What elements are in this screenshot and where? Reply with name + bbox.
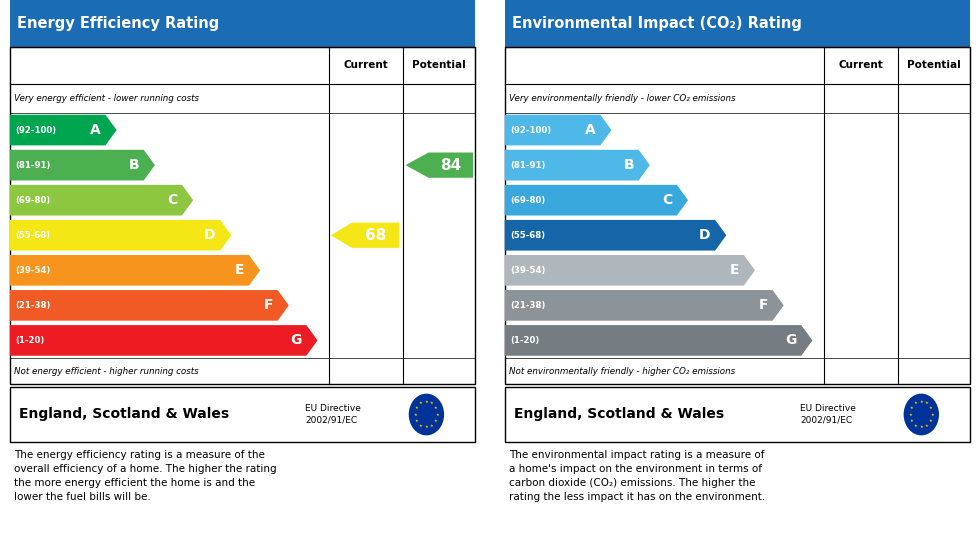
Text: ★: ★ bbox=[925, 424, 929, 428]
Circle shape bbox=[904, 394, 939, 435]
Text: A: A bbox=[90, 123, 101, 137]
Bar bbox=[505, 387, 970, 442]
Bar bbox=[505, 0, 970, 47]
Text: (21-38): (21-38) bbox=[16, 301, 51, 310]
Text: ★: ★ bbox=[919, 400, 923, 404]
Text: ★: ★ bbox=[419, 401, 422, 405]
Text: (69-80): (69-80) bbox=[511, 195, 546, 205]
Text: ★: ★ bbox=[925, 401, 929, 405]
Bar bbox=[505, 47, 970, 384]
Text: ★: ★ bbox=[914, 401, 917, 405]
Text: ★: ★ bbox=[914, 424, 917, 428]
Text: Very energy efficient - lower running costs: Very energy efficient - lower running co… bbox=[15, 94, 200, 103]
Text: EU Directive
2002/91/EC: EU Directive 2002/91/EC bbox=[306, 405, 362, 424]
Text: The energy efficiency rating is a measure of the
overall efficiency of a home. T: The energy efficiency rating is a measur… bbox=[15, 450, 277, 502]
Text: ★: ★ bbox=[435, 412, 439, 417]
Bar bbox=[10, 0, 475, 47]
Text: ★: ★ bbox=[414, 412, 417, 417]
Text: Current: Current bbox=[344, 60, 388, 70]
Text: (92-100): (92-100) bbox=[511, 126, 552, 135]
Bar bbox=[10, 387, 475, 442]
Text: ★: ★ bbox=[434, 419, 438, 423]
Text: (55-68): (55-68) bbox=[511, 231, 546, 240]
Text: ★: ★ bbox=[910, 419, 913, 423]
Text: E: E bbox=[730, 264, 739, 277]
Text: (39-54): (39-54) bbox=[511, 266, 546, 275]
Polygon shape bbox=[10, 290, 289, 321]
Bar bbox=[10, 47, 475, 384]
Text: ★: ★ bbox=[434, 406, 438, 410]
Text: ★: ★ bbox=[419, 424, 422, 428]
Polygon shape bbox=[505, 290, 784, 321]
Text: (81-91): (81-91) bbox=[511, 161, 546, 170]
Text: ★: ★ bbox=[929, 419, 933, 423]
Text: Energy Efficiency Rating: Energy Efficiency Rating bbox=[17, 16, 220, 31]
Bar bbox=[10, 47, 475, 84]
Polygon shape bbox=[505, 150, 650, 181]
Text: (1-20): (1-20) bbox=[511, 336, 540, 345]
Text: Not environmentally friendly - higher CO₂ emissions: Not environmentally friendly - higher CO… bbox=[510, 367, 735, 376]
Polygon shape bbox=[331, 223, 400, 248]
Circle shape bbox=[409, 394, 444, 435]
Text: England, Scotland & Wales: England, Scotland & Wales bbox=[19, 407, 229, 422]
Text: ★: ★ bbox=[430, 424, 434, 428]
Text: ★: ★ bbox=[424, 400, 428, 404]
Text: 84: 84 bbox=[440, 158, 462, 172]
Text: (69-80): (69-80) bbox=[16, 195, 51, 205]
Text: (21-38): (21-38) bbox=[511, 301, 546, 310]
Polygon shape bbox=[505, 220, 726, 250]
Text: B: B bbox=[128, 158, 139, 172]
Polygon shape bbox=[10, 325, 318, 356]
Text: ★: ★ bbox=[424, 425, 428, 429]
Text: C: C bbox=[662, 193, 672, 207]
Text: The environmental impact rating is a measure of
a home's impact on the environme: The environmental impact rating is a mea… bbox=[510, 450, 765, 502]
Polygon shape bbox=[505, 115, 612, 145]
Text: F: F bbox=[264, 298, 273, 312]
Text: (81-91): (81-91) bbox=[16, 161, 51, 170]
Text: Potential: Potential bbox=[907, 60, 961, 70]
Polygon shape bbox=[10, 115, 117, 145]
Text: D: D bbox=[204, 228, 216, 242]
Polygon shape bbox=[505, 255, 755, 285]
Polygon shape bbox=[10, 185, 193, 216]
Text: ★: ★ bbox=[416, 419, 418, 423]
Polygon shape bbox=[406, 153, 473, 178]
Polygon shape bbox=[10, 150, 155, 181]
Text: ★: ★ bbox=[910, 406, 913, 410]
Text: C: C bbox=[167, 193, 177, 207]
Text: A: A bbox=[585, 123, 596, 137]
Text: F: F bbox=[759, 298, 768, 312]
Text: G: G bbox=[785, 333, 797, 348]
Text: ★: ★ bbox=[919, 425, 923, 429]
Text: England, Scotland & Wales: England, Scotland & Wales bbox=[514, 407, 724, 422]
Text: (1-20): (1-20) bbox=[16, 336, 45, 345]
Text: Environmental Impact (CO₂) Rating: Environmental Impact (CO₂) Rating bbox=[512, 16, 802, 31]
Text: E: E bbox=[235, 264, 244, 277]
Text: (39-54): (39-54) bbox=[16, 266, 51, 275]
Bar bbox=[505, 47, 970, 84]
Text: Potential: Potential bbox=[413, 60, 466, 70]
Text: ★: ★ bbox=[430, 401, 434, 405]
Text: Current: Current bbox=[839, 60, 883, 70]
Text: ★: ★ bbox=[929, 406, 933, 410]
Text: (92-100): (92-100) bbox=[16, 126, 57, 135]
Polygon shape bbox=[505, 325, 812, 356]
Text: G: G bbox=[290, 333, 302, 348]
Text: ★: ★ bbox=[416, 406, 418, 410]
Polygon shape bbox=[10, 255, 260, 285]
Text: ★: ★ bbox=[930, 412, 934, 417]
Text: 68: 68 bbox=[365, 228, 386, 243]
Text: B: B bbox=[623, 158, 634, 172]
Text: EU Directive
2002/91/EC: EU Directive 2002/91/EC bbox=[801, 405, 857, 424]
Text: D: D bbox=[699, 228, 710, 242]
Text: (55-68): (55-68) bbox=[16, 231, 51, 240]
Polygon shape bbox=[505, 185, 688, 216]
Text: Very environmentally friendly - lower CO₂ emissions: Very environmentally friendly - lower CO… bbox=[510, 94, 736, 103]
Text: ★: ★ bbox=[908, 412, 912, 417]
Polygon shape bbox=[10, 220, 231, 250]
Text: Not energy efficient - higher running costs: Not energy efficient - higher running co… bbox=[15, 367, 199, 376]
